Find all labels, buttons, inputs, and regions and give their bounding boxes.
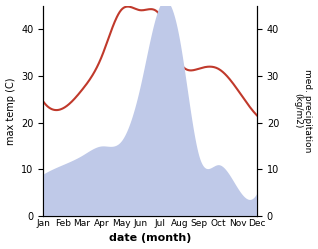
Y-axis label: med. precipitation
(kg/m2): med. precipitation (kg/m2)	[293, 69, 313, 153]
X-axis label: date (month): date (month)	[109, 234, 191, 244]
Y-axis label: max temp (C): max temp (C)	[5, 77, 16, 145]
